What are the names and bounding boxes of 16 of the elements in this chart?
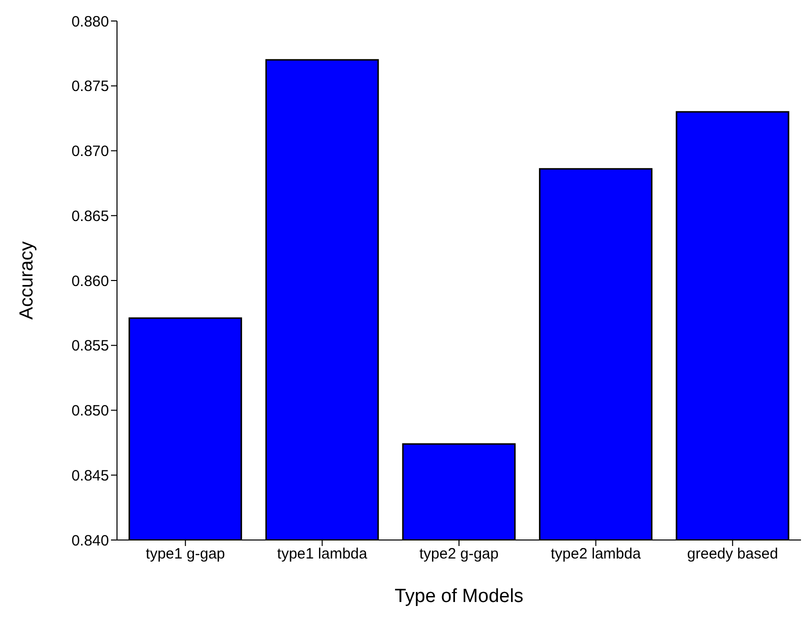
y-tick-label: 0.870 (71, 143, 109, 160)
y-tick-label: 0.845 (71, 467, 109, 484)
y-tick-label: 0.880 (71, 13, 109, 30)
x-axis-title: Type of Models (394, 586, 524, 607)
y-tick-label: 0.875 (71, 78, 109, 96)
x-tick-label: greedy based (687, 546, 778, 563)
x-tick-label: type1 lambda (277, 546, 368, 563)
y-tick-label: 0.865 (71, 208, 109, 225)
y-tick-label: 0.855 (71, 338, 109, 355)
x-tick-label: type2 g-gap (419, 546, 499, 563)
y-axis-title: Accuracy (16, 240, 38, 320)
y-tick-label: 0.850 (71, 402, 109, 420)
y-tick-label: 0.860 (71, 272, 109, 290)
x-tick-label: type1 g-gap (146, 546, 226, 563)
y-tick-label: 0.840 (71, 532, 109, 550)
x-tick-label: type2 lambda (550, 546, 642, 563)
